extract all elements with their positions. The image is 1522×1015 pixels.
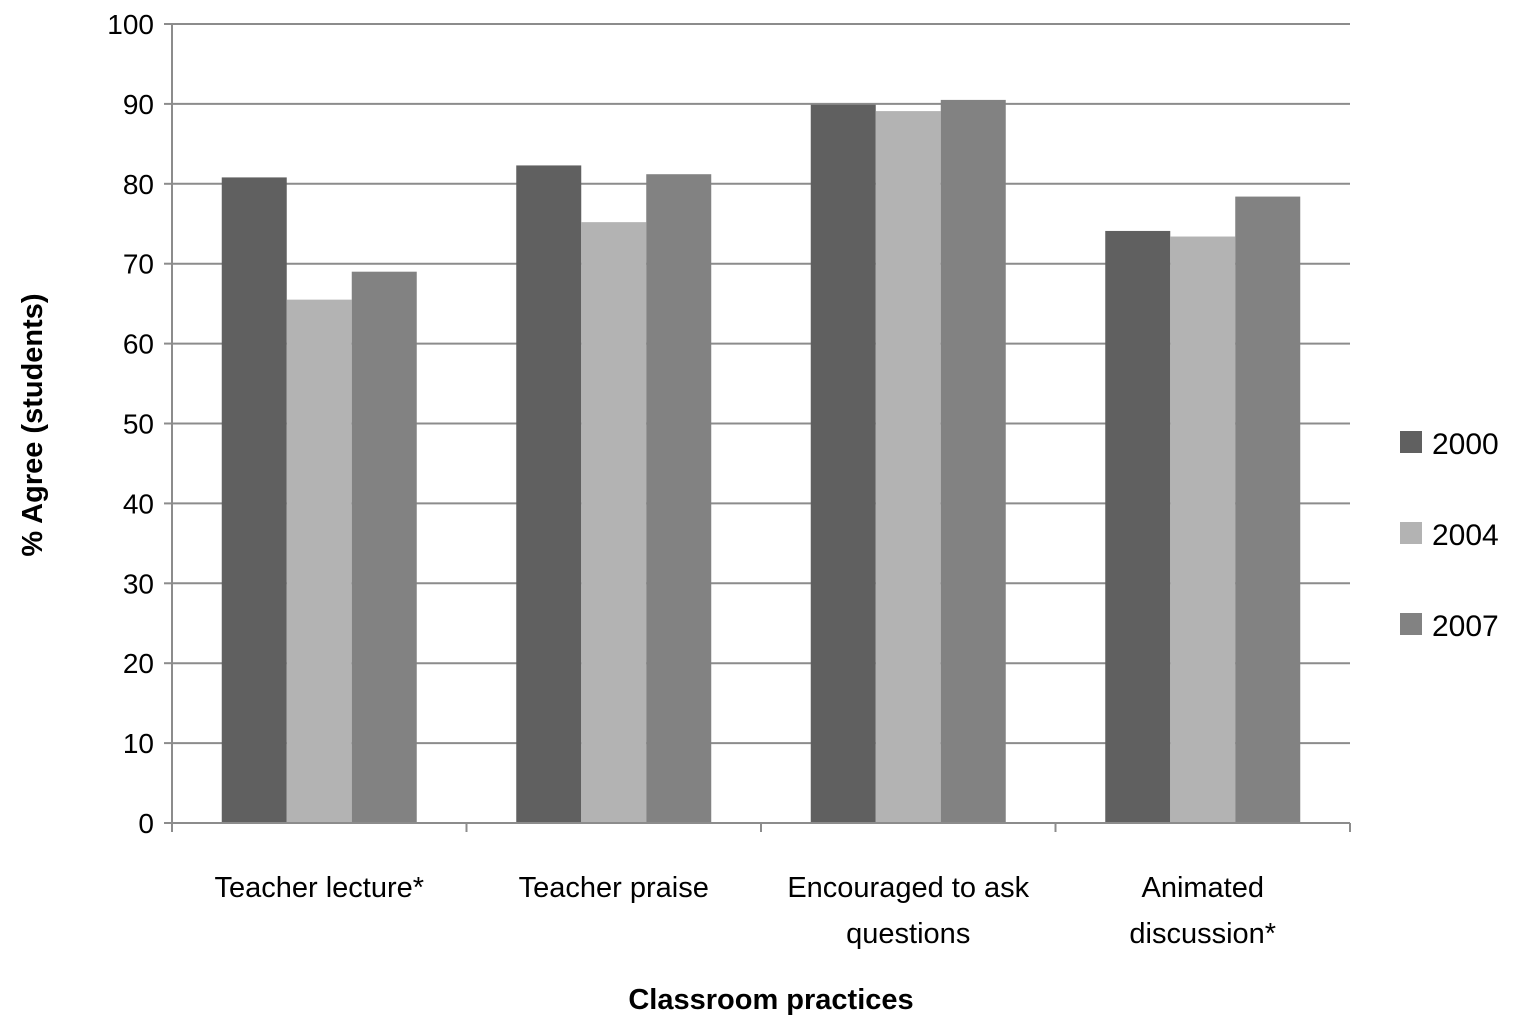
x-category-label: Teacher praise: [519, 872, 709, 904]
bar-2004: [286, 299, 352, 823]
bar-2004: [1170, 236, 1236, 823]
y-tick-labels: 0 10 20 30 40 50 60 70 80 90 100: [107, 9, 154, 839]
y-tick-label: 40: [123, 488, 154, 519]
bar-2000: [516, 165, 582, 824]
y-tick-label: 60: [123, 329, 154, 360]
y-tick-label: 50: [123, 409, 154, 440]
legend-label-2004: 2004: [1432, 519, 1499, 552]
bar-2007: [940, 99, 1006, 823]
legend-label-2007: 2007: [1432, 610, 1499, 643]
y-tick-label: 100: [107, 9, 154, 40]
legend-swatch-2000: [1400, 431, 1422, 453]
bar-2004: [581, 222, 647, 824]
bar-2000: [221, 177, 287, 823]
x-category-label: Encouraged to ask questions: [787, 872, 1029, 950]
legend-label-2000: 2000: [1432, 428, 1499, 461]
bar-2004: [875, 111, 941, 823]
x-category-label: Teacher lecture*: [214, 872, 424, 904]
legend-swatch-2007: [1400, 613, 1422, 635]
x-axis-title: Classroom practices: [628, 984, 913, 1015]
bars: [221, 99, 1301, 824]
x-category-label: Animated discussion*: [1129, 872, 1276, 950]
y-tick-label: 0: [138, 808, 154, 839]
y-tick-label: 90: [123, 89, 154, 120]
axes: [164, 23, 1351, 832]
y-tick-label: 70: [123, 249, 154, 280]
bar-2007: [646, 174, 712, 823]
legend-swatch-2004: [1400, 522, 1422, 544]
bar-2000: [810, 104, 876, 824]
y-axis-title: % Agree (students): [17, 293, 49, 556]
y-tick-label: 10: [123, 728, 154, 759]
x-category-labels: Teacher lecture* Teacher praise Encouraged…: [214, 872, 1276, 950]
bar-2007: [1235, 196, 1301, 824]
y-tick-label: 30: [123, 568, 154, 599]
bar-2000: [1105, 230, 1171, 824]
y-tick-label: 80: [123, 169, 154, 200]
y-tick-label: 20: [123, 648, 154, 679]
bar-2007: [351, 271, 417, 823]
legend: 2000 2004 2007: [1400, 428, 1499, 643]
